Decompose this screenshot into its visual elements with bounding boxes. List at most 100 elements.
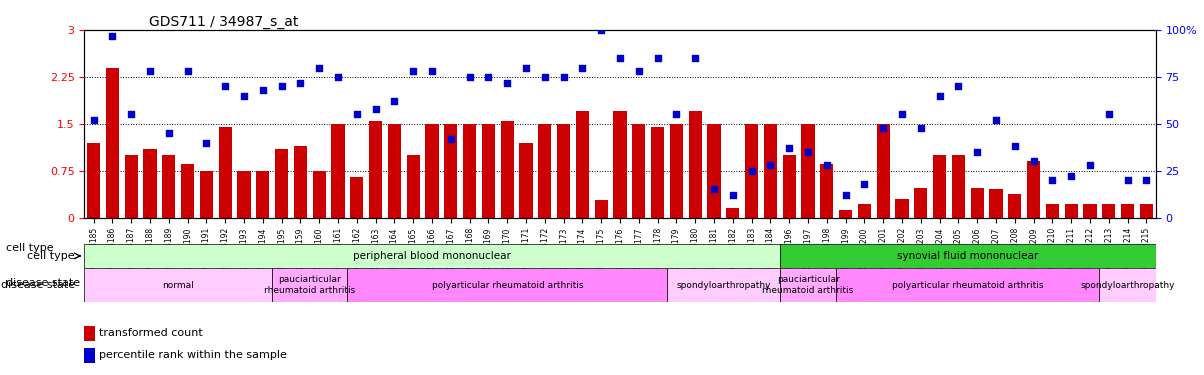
Point	[291, 80, 311, 86]
Bar	[669, 124, 683, 218]
Bar	[858, 204, 870, 218]
Bar	[84, 348, 95, 363]
Bar	[163, 155, 176, 218]
Point	[366, 106, 385, 112]
Bar	[1027, 161, 1040, 218]
Point	[403, 68, 423, 74]
Bar	[726, 208, 739, 218]
Point	[272, 83, 291, 89]
FancyBboxPatch shape	[84, 268, 272, 302]
Point	[441, 136, 460, 142]
Bar	[1008, 194, 1021, 217]
Text: cell type: cell type	[28, 251, 75, 261]
Bar	[444, 124, 458, 218]
Text: percentile rank within the sample: percentile rank within the sample	[100, 350, 288, 360]
Bar	[125, 155, 137, 218]
Point	[704, 186, 724, 192]
Point	[216, 83, 235, 89]
Bar	[557, 124, 571, 218]
Text: pauciarticular
rheumatoid arthritis: pauciarticular rheumatoid arthritis	[264, 275, 355, 295]
Point	[591, 27, 610, 33]
Point	[178, 68, 197, 74]
Point	[685, 55, 704, 61]
Point	[573, 64, 592, 70]
Bar	[745, 124, 759, 218]
Bar	[689, 111, 702, 218]
Point	[1062, 173, 1081, 179]
Bar	[595, 200, 608, 217]
Bar	[763, 124, 777, 218]
Bar	[1102, 204, 1115, 218]
Text: spondyloarthropathy: spondyloarthropathy	[1080, 280, 1175, 290]
FancyBboxPatch shape	[272, 268, 348, 302]
Point	[309, 64, 329, 70]
Text: pauciarticular
rheumatoid arthritis: pauciarticular rheumatoid arthritis	[762, 275, 854, 295]
Bar	[84, 326, 95, 340]
Bar	[896, 199, 909, 217]
FancyBboxPatch shape	[667, 268, 780, 302]
Point	[874, 124, 893, 130]
Bar	[1140, 204, 1153, 218]
Bar	[952, 155, 966, 218]
Point	[1005, 143, 1025, 149]
Bar	[538, 124, 551, 218]
FancyBboxPatch shape	[348, 268, 667, 302]
Point	[986, 117, 1005, 123]
Point	[836, 192, 855, 198]
Point	[1043, 177, 1062, 183]
Point	[385, 98, 405, 104]
Point	[667, 111, 686, 117]
Bar	[143, 149, 157, 217]
Point	[102, 33, 122, 39]
Point	[479, 74, 498, 80]
Bar	[632, 124, 645, 218]
Text: GDS711 / 34987_s_at: GDS711 / 34987_s_at	[148, 15, 297, 29]
Point	[929, 93, 949, 99]
Point	[235, 93, 254, 99]
FancyBboxPatch shape	[780, 244, 1156, 268]
Point	[949, 83, 968, 89]
Point	[84, 117, 104, 123]
Point	[742, 168, 761, 174]
Bar	[708, 124, 721, 218]
Point	[1099, 111, 1119, 117]
Text: normal: normal	[163, 280, 194, 290]
Bar	[464, 124, 477, 218]
FancyBboxPatch shape	[1099, 268, 1156, 302]
Bar	[1121, 204, 1134, 218]
Bar	[802, 124, 815, 218]
Point	[818, 162, 837, 168]
Point	[460, 74, 479, 80]
Bar	[990, 189, 1003, 217]
Bar	[313, 171, 326, 217]
Bar	[256, 171, 270, 217]
Point	[630, 68, 649, 74]
Bar	[388, 124, 401, 218]
Bar	[783, 155, 796, 218]
Text: disease state: disease state	[6, 278, 81, 288]
Bar	[651, 127, 665, 218]
Point	[911, 124, 931, 130]
Point	[497, 80, 517, 86]
Bar	[181, 164, 194, 218]
Point	[855, 181, 874, 187]
Bar	[425, 124, 438, 218]
Bar	[519, 142, 532, 218]
Bar	[877, 124, 890, 218]
Bar	[914, 188, 927, 218]
Point	[196, 140, 216, 146]
Point	[892, 111, 911, 117]
Bar	[614, 111, 626, 218]
Text: polyarticular rheumatoid arthritis: polyarticular rheumatoid arthritis	[892, 280, 1044, 290]
Point	[423, 68, 442, 74]
Point	[1080, 162, 1099, 168]
Bar	[1084, 204, 1097, 218]
Point	[724, 192, 743, 198]
Bar	[576, 111, 589, 218]
Text: polyarticular rheumatoid arthritis: polyarticular rheumatoid arthritis	[431, 280, 583, 290]
Point	[554, 74, 573, 80]
Text: transformed count: transformed count	[100, 328, 203, 338]
Text: peripheral blood mononuclear: peripheral blood mononuclear	[353, 251, 510, 261]
Bar	[501, 121, 514, 218]
Text: disease state: disease state	[1, 280, 75, 290]
